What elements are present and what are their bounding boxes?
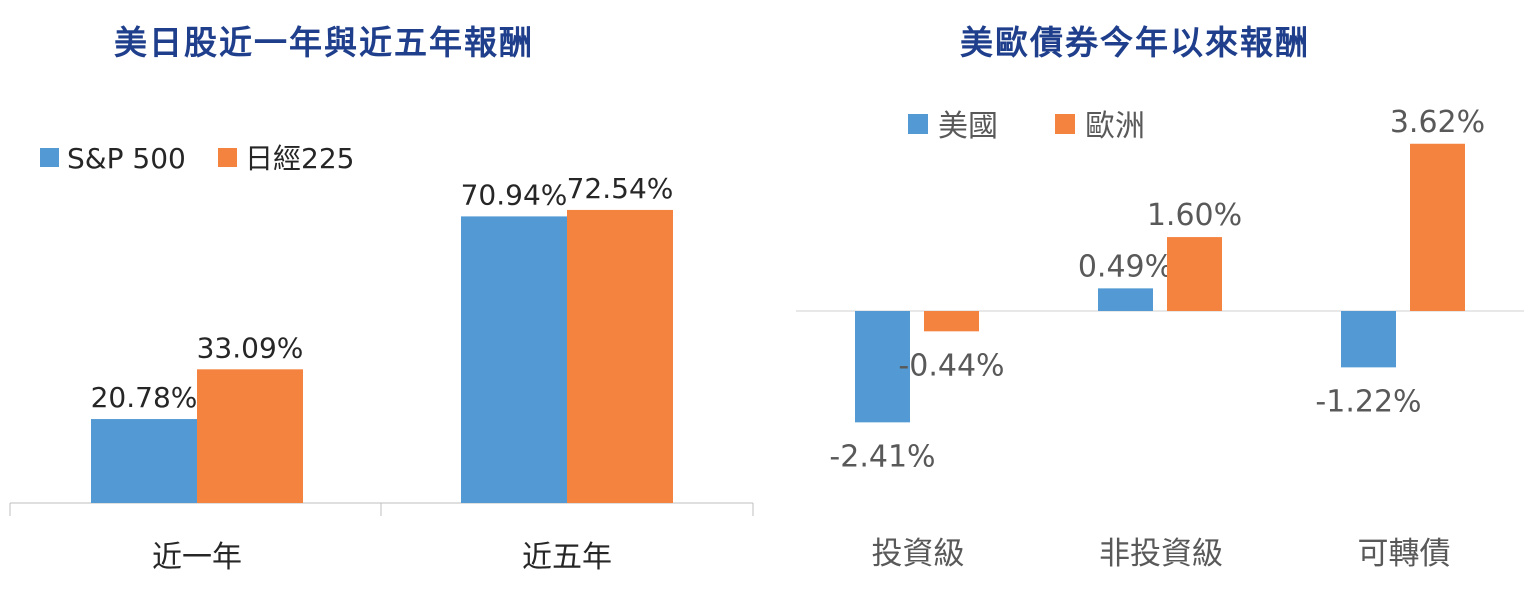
left-data-label-1-1: 72.54%	[567, 172, 674, 205]
left-data-label-0-0: 20.78%	[91, 381, 198, 414]
right-category-label-2: 可轉債	[1358, 536, 1451, 572]
left-bar-sp500-0	[91, 419, 197, 503]
right-data-label-1-0: -0.44%	[898, 348, 1004, 383]
left-legend-swatch-1	[218, 148, 237, 167]
left-legend-label-1: 日經225	[245, 142, 354, 175]
right-data-label-0-0: -2.41%	[829, 439, 935, 474]
left-legend-label-0: S&P 500	[67, 142, 186, 175]
left-chart-title: 美日股近一年與近五年報酬	[114, 23, 534, 62]
right-bar-europe-2	[1410, 143, 1465, 311]
right-data-label-1-2: 3.62%	[1390, 105, 1485, 140]
right-bar-us-1	[1098, 288, 1153, 311]
right-legend-swatch-0	[908, 114, 928, 134]
right-data-label-0-1: 0.49%	[1078, 249, 1173, 284]
right-chart-title: 美歐債券今年以來報酬	[960, 23, 1310, 62]
right-bar-europe-1	[1167, 237, 1222, 311]
right-category-label-1: 非投資級	[1099, 536, 1223, 572]
right-bar-us-0	[855, 311, 910, 423]
right-legend-swatch-1	[1055, 114, 1075, 134]
left-legend-swatch-0	[40, 148, 59, 167]
right-legend-label-0: 美國	[938, 109, 998, 144]
left-bar-nikkei225-0	[197, 369, 303, 503]
right-data-label-1-1: 1.60%	[1147, 198, 1242, 233]
right-legend-label-1: 歐洲	[1085, 109, 1145, 144]
left-category-label-1: 近五年	[522, 540, 612, 575]
right-bar-europe-0	[924, 311, 979, 332]
left-data-label-1-0: 33.09%	[197, 331, 304, 364]
left-category-label-0: 近一年	[152, 540, 242, 575]
left-bar-sp500-1	[461, 216, 567, 503]
left-bar-nikkei225-1	[567, 209, 673, 503]
right-bar-us-2	[1341, 311, 1396, 368]
left-data-label-0-1: 70.94%	[461, 178, 568, 211]
right-category-label-0: 投資級	[872, 536, 965, 572]
right-data-label-0-2: -1.22%	[1315, 384, 1421, 419]
